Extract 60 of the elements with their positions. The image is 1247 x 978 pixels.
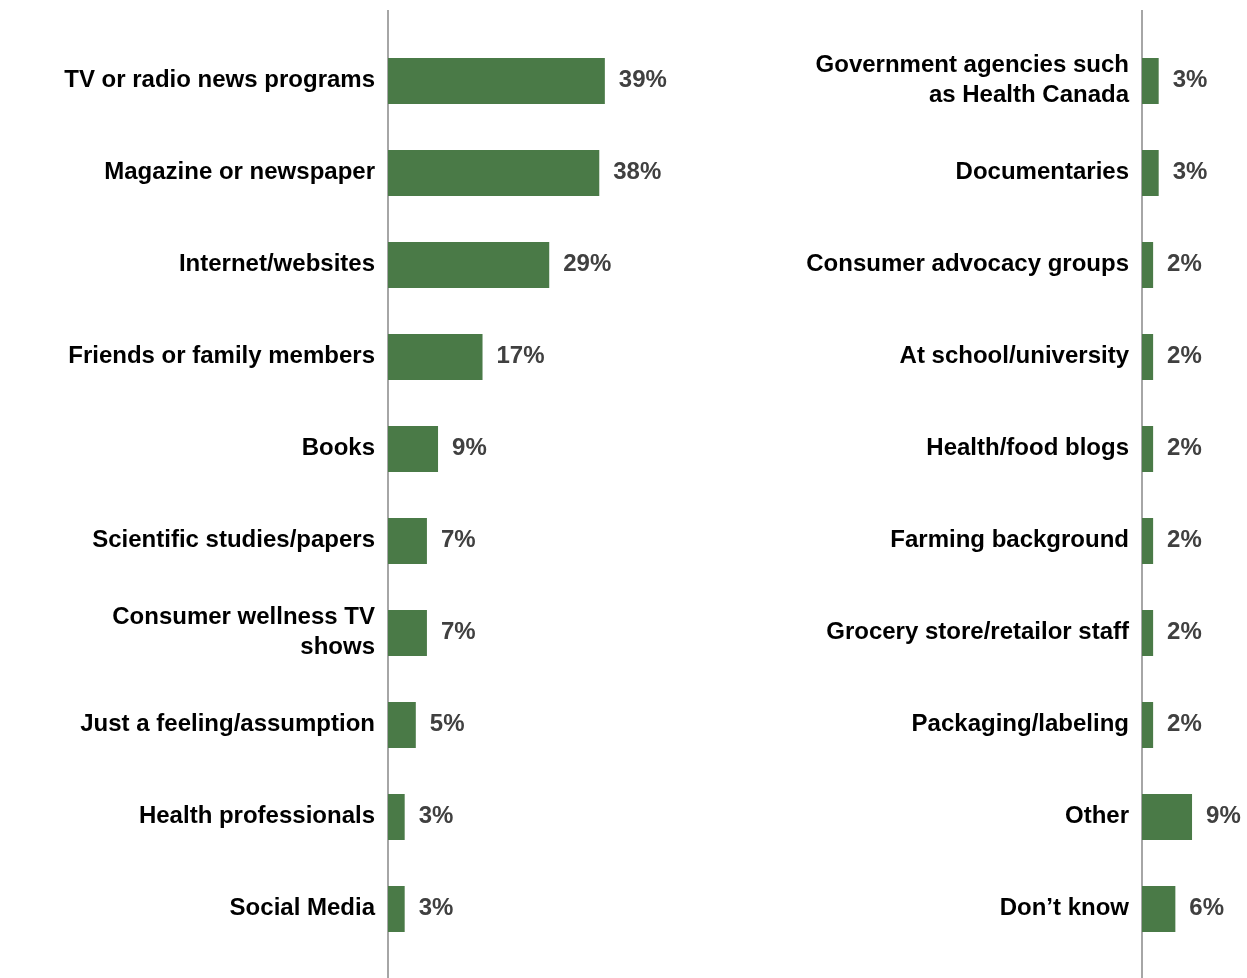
y-tick-label: Internet/websites (178, 249, 375, 277)
bar (388, 794, 405, 840)
bar (1142, 610, 1154, 656)
bar (1142, 242, 1154, 288)
y-tick-label: Documentaries (955, 157, 1129, 185)
y-tick-label: Consumer wellness TV shows (112, 602, 375, 660)
y-tick-label: Health professionals (138, 801, 375, 829)
y-tick-label: Scientific studies/papers (92, 525, 375, 553)
data-label: 2% (1167, 525, 1202, 553)
y-tick-label: Consumer advocacy groups (806, 249, 1129, 277)
bar (1142, 150, 1159, 196)
bar (1142, 886, 1176, 932)
data-label: 3% (1172, 157, 1208, 185)
data-label: 39% (618, 65, 667, 93)
data-label: 2% (1167, 709, 1202, 737)
bar (1142, 426, 1154, 472)
data-label: 29% (563, 249, 612, 277)
data-label: 38% (613, 157, 662, 185)
data-label: 7% (440, 525, 476, 553)
bar (388, 610, 427, 656)
bar (388, 426, 439, 472)
y-tick-label: Grocery store/retailor staff (826, 617, 1130, 645)
y-tick-label: Magazine or newspaper (104, 157, 375, 185)
data-label: 17% (496, 341, 545, 369)
data-label: 2% (1167, 433, 1202, 461)
y-tick-label: Friends or family members (68, 341, 375, 369)
bar (1142, 518, 1154, 564)
bar (388, 702, 416, 748)
data-label: 2% (1167, 617, 1202, 645)
data-label: 3% (418, 893, 454, 921)
y-tick-label: Books (301, 433, 375, 461)
data-label: 6% (1189, 893, 1225, 921)
data-label: 5% (429, 709, 465, 737)
bar (388, 518, 427, 564)
bar (1142, 58, 1159, 104)
y-tick-label: TV or radio news programs (64, 65, 375, 93)
y-tick-label: Just a feeling/assumption (80, 709, 375, 737)
data-label: 2% (1167, 341, 1202, 369)
data-label: 3% (418, 801, 454, 829)
y-tick-label: Don’t know (999, 893, 1130, 921)
y-tick-label: Government agencies such as Health Canada (815, 50, 1130, 108)
y-tick-label: Social Media (229, 893, 376, 921)
bar (388, 886, 405, 932)
bar (1142, 794, 1193, 840)
y-tick-label: Packaging/labeling (911, 709, 1129, 737)
bar (388, 58, 605, 104)
bar (388, 150, 600, 196)
bar (388, 242, 550, 288)
data-label: 7% (440, 617, 476, 645)
y-tick-label: Farming background (890, 525, 1129, 553)
y-tick-label: At school/university (899, 341, 1130, 369)
bar (1142, 334, 1154, 380)
bar (388, 334, 483, 380)
data-label: 2% (1167, 249, 1202, 277)
bar (1142, 702, 1154, 748)
y-tick-label: Other (1064, 801, 1129, 829)
data-label: 3% (1172, 65, 1208, 93)
y-tick-label: Health/food blogs (926, 433, 1129, 461)
data-label: 9% (1206, 801, 1241, 829)
data-label: 9% (452, 433, 487, 461)
